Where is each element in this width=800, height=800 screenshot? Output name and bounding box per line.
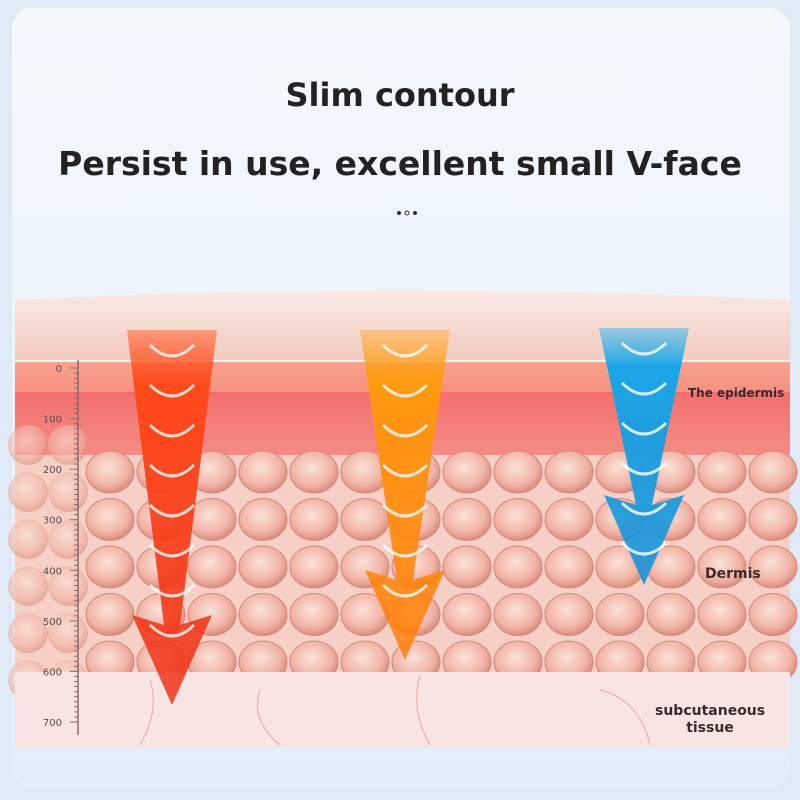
- scale-label: 300: [43, 516, 62, 527]
- arrow-wave: [381, 463, 429, 478]
- cell: [8, 472, 48, 512]
- scale-label: 200: [43, 465, 62, 476]
- cell: [697, 545, 747, 589]
- arrow-wave: [620, 501, 668, 516]
- cell: [493, 498, 543, 541]
- arrow-wave: [148, 343, 196, 358]
- cell: [442, 450, 492, 494]
- arrow-wave: [381, 423, 429, 438]
- arrow-wave: [148, 383, 196, 398]
- cell: [48, 472, 88, 512]
- arrow: [599, 328, 689, 585]
- arrow-wave: [620, 541, 668, 556]
- cell: [8, 425, 48, 465]
- title: Slim contour: [285, 76, 515, 114]
- scale-label: 0: [56, 364, 62, 375]
- cell: [238, 593, 288, 636]
- arrow-wave: [148, 583, 196, 598]
- cell: [493, 545, 543, 589]
- cell: [748, 545, 798, 589]
- cell: [544, 450, 594, 494]
- arrow-wave: [620, 341, 668, 356]
- cell: [697, 498, 747, 541]
- cell: [646, 593, 696, 636]
- cell: [442, 593, 492, 636]
- cell: [289, 450, 339, 494]
- cell: [289, 498, 339, 541]
- cell: [697, 450, 747, 494]
- cell: [289, 545, 339, 589]
- arrow-wave: [148, 543, 196, 558]
- dermis-label: Dermis: [705, 566, 761, 582]
- arrow-wave: [381, 383, 429, 398]
- cell: [85, 498, 135, 541]
- subtitle: Persist in use, excellent small V-face: [58, 144, 742, 183]
- cell: [48, 425, 88, 465]
- cell: [493, 450, 543, 494]
- cell: [85, 593, 135, 636]
- scale-label: 400: [43, 566, 62, 577]
- cell: [289, 593, 339, 636]
- cell: [748, 498, 798, 541]
- arrow: [360, 330, 450, 660]
- arrow-wave: [148, 463, 196, 478]
- scale-label: 500: [43, 617, 62, 628]
- cell: [442, 545, 492, 589]
- subcutaneous-label: subcutaneous tissue: [655, 703, 766, 736]
- cell: [493, 593, 543, 636]
- cell: [442, 498, 492, 541]
- cell: [187, 545, 237, 589]
- cell: [187, 498, 237, 541]
- epidermis-label: The epidermis: [688, 386, 785, 400]
- cell: [238, 450, 288, 494]
- arrow-wave: [381, 343, 429, 358]
- scale-label: 700: [43, 718, 62, 729]
- arrow-wave: [148, 623, 196, 638]
- arrow-wave: [620, 381, 668, 396]
- cell: [85, 450, 135, 494]
- cell: [238, 498, 288, 541]
- cell: [697, 593, 747, 636]
- cell: [595, 593, 645, 636]
- cell: [340, 498, 390, 541]
- scale-label: 100: [43, 415, 62, 426]
- cell: [748, 593, 798, 636]
- arrow-wave: [620, 421, 668, 436]
- arrow-wave: [148, 503, 196, 518]
- cell: [8, 519, 48, 559]
- arrow-wave: [381, 583, 429, 598]
- arrow-wave: [148, 423, 196, 438]
- cell: [544, 498, 594, 541]
- cell: [544, 593, 594, 636]
- cell: [85, 545, 135, 589]
- arrow-wave: [381, 543, 429, 558]
- cell: [544, 545, 594, 589]
- scale-label: 600: [43, 667, 62, 678]
- cell: [8, 613, 48, 653]
- cell: [748, 450, 798, 494]
- arrow-wave: [381, 503, 429, 518]
- arrow-wave: [620, 461, 668, 476]
- cell: [238, 545, 288, 589]
- cell: [8, 566, 48, 606]
